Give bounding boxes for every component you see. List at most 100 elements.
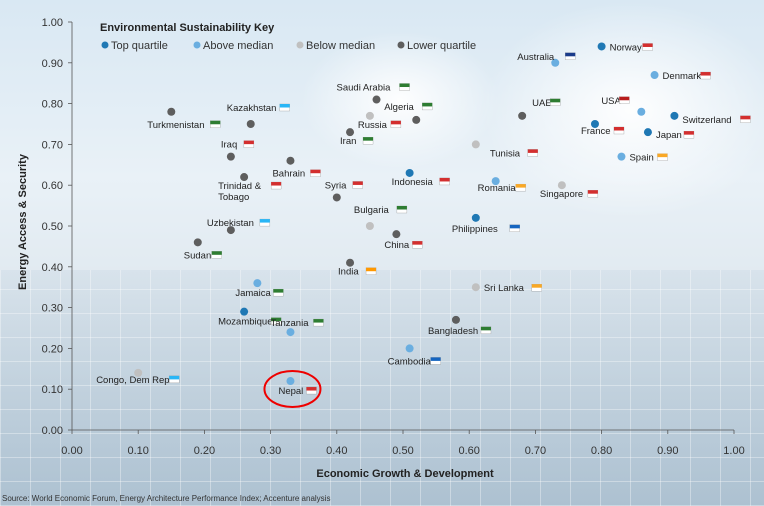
point-label: Australia <box>517 52 555 63</box>
cloud-background <box>480 0 764 220</box>
point-nepal: Nepal <box>263 370 322 409</box>
legend-label: Lower quartile <box>407 40 476 52</box>
flag-icon-stripe <box>169 375 180 380</box>
flag-icon-stripe <box>399 83 410 88</box>
y-tick-label: 0.40 <box>42 262 63 274</box>
flag-icon-stripe <box>657 153 668 158</box>
flag-icon-stripe <box>527 149 538 153</box>
point-label: Spain <box>629 153 653 164</box>
legend-item: Above median <box>193 40 273 52</box>
legend-marker <box>397 41 405 49</box>
data-point <box>590 120 599 128</box>
flag-icon-stripe <box>271 317 282 322</box>
point-label: Sudan <box>184 250 211 261</box>
point-syria: Syria <box>325 180 363 202</box>
data-point <box>637 107 646 116</box>
x-tick-label: 0.80 <box>591 445 612 457</box>
legend-marker <box>296 41 304 49</box>
x-tick-label: 0.70 <box>525 445 546 457</box>
flag-icon-stripe <box>422 102 433 107</box>
data-point <box>246 120 255 128</box>
point-label: Kazakhstan <box>227 103 277 114</box>
point-france: France <box>581 120 625 137</box>
point-label: Bulgaria <box>354 205 390 216</box>
flag-icon-stripe <box>279 104 290 108</box>
point-label: Japan <box>656 130 682 141</box>
data-point <box>405 168 414 177</box>
data-point <box>253 279 262 288</box>
point-switzerland: Switzerland <box>670 111 751 126</box>
legend-item: Lower quartile <box>397 40 476 52</box>
data-point <box>392 230 401 239</box>
point-label: Jamaica <box>235 288 271 299</box>
point-indonesia: Indonesia <box>392 168 450 188</box>
point-label: Iraq <box>221 140 237 151</box>
point-philippines: Philippines <box>452 213 520 235</box>
y-tick-label: 0.00 <box>42 425 63 437</box>
flag-icon-stripe <box>700 72 711 76</box>
flag-icon-stripe <box>480 326 491 331</box>
data-point <box>491 177 500 186</box>
data-point <box>365 222 374 230</box>
point-label: Trinidad & <box>218 181 262 192</box>
point-singapore: Singapore <box>540 181 599 200</box>
point-norway: Norway <box>597 42 653 53</box>
flag-icon-stripe <box>412 241 423 245</box>
flag-icon-stripe <box>210 120 221 125</box>
point-label: Tunisia <box>490 148 521 159</box>
flag-icon-stripe <box>565 52 576 57</box>
x-tick-label: 0.90 <box>657 445 678 457</box>
legend-item: Top quartile <box>101 40 168 52</box>
point-bangladesh: Bangladesh <box>428 315 492 337</box>
point-india: India <box>338 258 377 278</box>
legend-label: Above median <box>203 40 273 52</box>
data-point <box>240 307 249 316</box>
data-point <box>597 42 606 51</box>
point-bulgaria: Bulgaria <box>354 205 408 230</box>
x-tick-label: 0.20 <box>194 445 215 457</box>
point-mozambique: Mozambique <box>218 307 282 328</box>
flag-icon-stripe <box>366 267 377 272</box>
data-point <box>332 193 341 202</box>
x-tick-label: 0.10 <box>127 445 148 457</box>
point-label: Mozambique <box>218 317 272 328</box>
point-australia: Australia <box>517 52 576 67</box>
point-bahrain: Bahrain <box>272 156 321 180</box>
data-point <box>471 283 480 292</box>
point-label: Tobago <box>218 192 249 203</box>
data-point <box>643 128 652 137</box>
data-point <box>670 111 679 120</box>
point-sudan: Sudan <box>184 238 222 261</box>
point-label: UAE <box>532 98 552 109</box>
point-uae: UAE <box>518 98 561 120</box>
data-point <box>365 111 374 120</box>
flag-icon-stripe <box>740 115 751 120</box>
point-congo-dem-rep: Congo, Dem Rep <box>96 368 180 386</box>
point-uzbekistan: Uzbekistan <box>207 218 271 235</box>
point-turkmenistan: Turkmenistan <box>147 107 221 131</box>
data-point <box>240 173 249 182</box>
highlight-circle <box>263 370 322 409</box>
data-point <box>451 315 460 324</box>
point-label: Philippines <box>452 224 498 235</box>
flag-icon-stripe <box>396 206 407 210</box>
point-russia: Russia <box>358 111 402 131</box>
flag-icon-stripe <box>271 182 282 186</box>
point-label: Russia <box>358 120 388 131</box>
point-label: Saudi Arabia <box>337 83 392 94</box>
data-point <box>286 377 295 386</box>
legend-title: Environmental Sustainability Key <box>100 22 275 34</box>
point-label: USA <box>601 96 621 107</box>
point-japan: Japan <box>643 128 695 141</box>
point-label: Uzbekistan <box>207 218 254 229</box>
flag-icon-stripe <box>211 251 222 255</box>
data-point <box>226 152 235 161</box>
flag-icon-stripe <box>642 43 653 47</box>
point-label: Singapore <box>540 189 583 200</box>
data-point <box>471 213 480 222</box>
point-label: Tanzania <box>270 318 309 329</box>
point-label: Sri Lanka <box>484 283 525 294</box>
point-saudi-arabia: Saudi Arabia <box>337 83 410 104</box>
flag-icon-stripe <box>550 98 561 103</box>
point-cambodia: Cambodia <box>388 344 441 367</box>
